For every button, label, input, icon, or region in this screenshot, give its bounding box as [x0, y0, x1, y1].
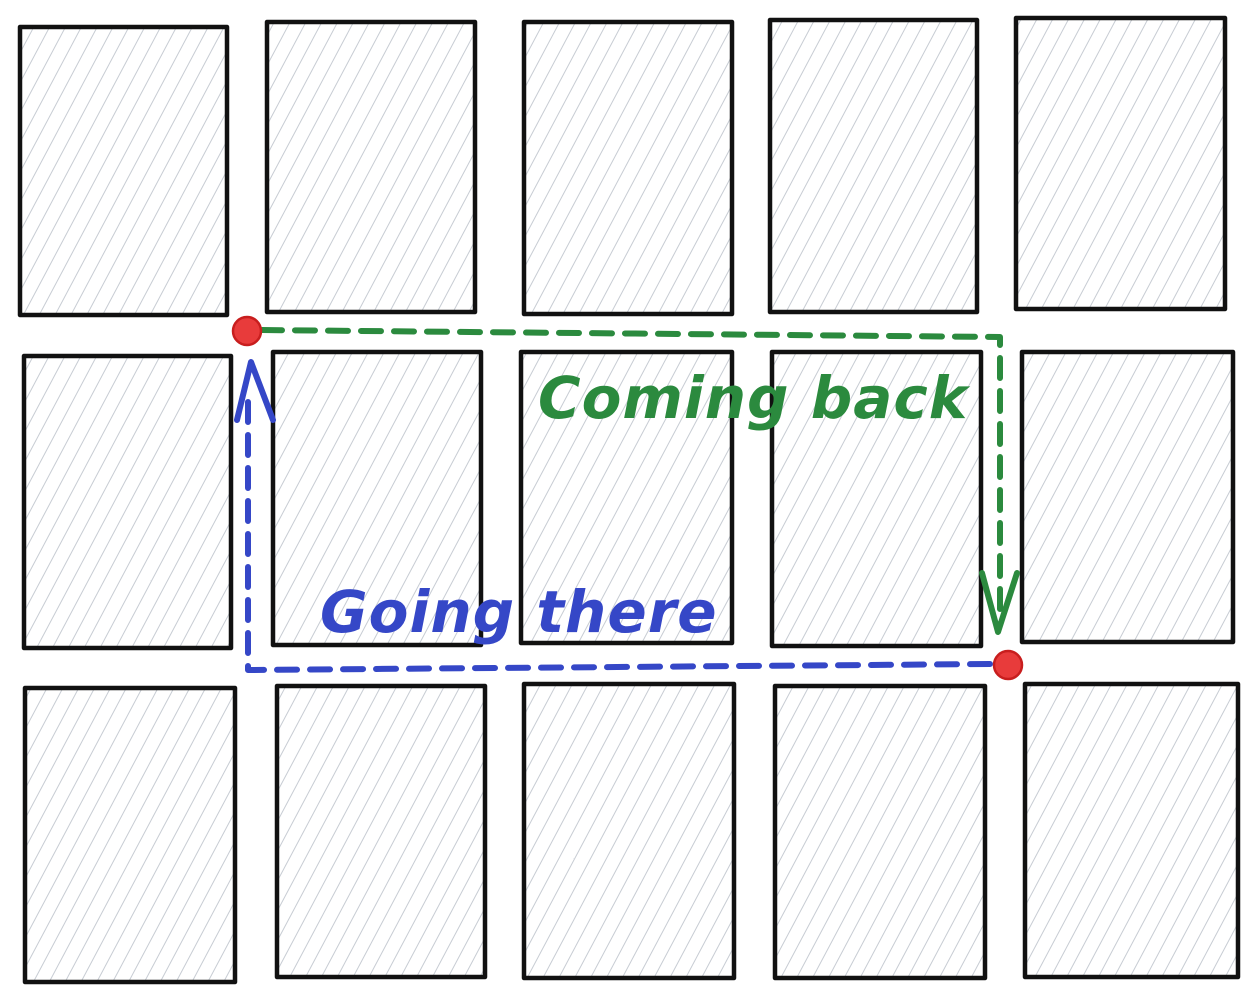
route-coming-back: Coming back — [259, 327, 1020, 635]
city-block — [1013, 15, 1228, 312]
city-block — [17, 24, 230, 318]
coming-back-label: Coming back — [538, 364, 971, 432]
coming-back-path — [259, 327, 1003, 613]
city-block — [521, 19, 735, 317]
block-row-3 — [22, 681, 1241, 985]
going-there-path — [245, 389, 993, 673]
city-block — [521, 681, 737, 981]
city-block — [21, 353, 234, 651]
route-going-there: Going there — [234, 359, 993, 673]
city-block — [1019, 349, 1236, 645]
city-block — [264, 19, 478, 315]
city-block — [769, 349, 984, 649]
start-point-marker — [231, 315, 263, 347]
city-block — [772, 683, 988, 981]
city-block — [22, 685, 238, 985]
block-row-2 — [21, 349, 1236, 651]
arrowhead-down-icon — [979, 570, 1020, 635]
city-block — [767, 17, 980, 315]
going-there-label: Going there — [320, 578, 718, 646]
city-block — [274, 683, 488, 980]
arrowhead-up-icon — [234, 359, 276, 423]
city-block — [518, 349, 735, 646]
city-block — [1022, 681, 1241, 980]
city-block — [270, 349, 484, 648]
block-row-1 — [17, 15, 1228, 318]
end-point-marker — [992, 649, 1024, 681]
